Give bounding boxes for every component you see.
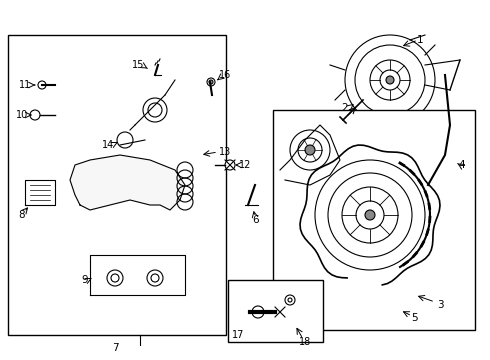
Circle shape: [328, 173, 412, 257]
Circle shape: [298, 138, 322, 162]
Circle shape: [209, 80, 213, 84]
Text: 13: 13: [219, 147, 231, 157]
Circle shape: [38, 81, 46, 89]
Text: 6: 6: [253, 215, 259, 225]
Circle shape: [107, 270, 123, 286]
Bar: [273, 110, 475, 330]
Circle shape: [111, 274, 119, 282]
Circle shape: [143, 98, 167, 122]
Circle shape: [148, 103, 162, 117]
Circle shape: [305, 145, 315, 155]
Circle shape: [386, 76, 394, 84]
Circle shape: [342, 187, 398, 243]
Text: 8: 8: [19, 210, 25, 220]
Circle shape: [355, 45, 425, 115]
Text: 9: 9: [82, 275, 88, 285]
Circle shape: [147, 270, 163, 286]
Text: 17: 17: [232, 330, 244, 340]
Text: 14: 14: [102, 140, 114, 150]
Text: 4: 4: [459, 160, 466, 170]
Circle shape: [290, 130, 330, 170]
Circle shape: [151, 274, 159, 282]
Text: 10: 10: [16, 110, 28, 120]
Text: 5: 5: [412, 313, 418, 323]
Circle shape: [315, 160, 425, 270]
Circle shape: [225, 160, 235, 170]
Text: 2: 2: [342, 103, 348, 113]
Circle shape: [252, 306, 264, 318]
Circle shape: [370, 60, 410, 100]
Circle shape: [288, 298, 292, 302]
Circle shape: [207, 78, 215, 86]
Circle shape: [117, 132, 133, 148]
Text: 7: 7: [112, 343, 118, 353]
Text: 3: 3: [437, 300, 443, 310]
Text: 18: 18: [299, 337, 311, 347]
Circle shape: [345, 35, 435, 125]
Text: 16: 16: [219, 70, 231, 80]
Circle shape: [356, 201, 384, 229]
Text: 11: 11: [19, 80, 31, 90]
Circle shape: [30, 110, 40, 120]
Text: 1: 1: [416, 35, 423, 45]
Circle shape: [380, 70, 400, 90]
Circle shape: [285, 295, 295, 305]
Text: 12: 12: [239, 160, 251, 170]
Text: 15: 15: [132, 60, 144, 70]
Bar: [8, 35, 226, 335]
Bar: [228, 280, 323, 342]
Circle shape: [365, 210, 375, 220]
Polygon shape: [70, 155, 185, 210]
